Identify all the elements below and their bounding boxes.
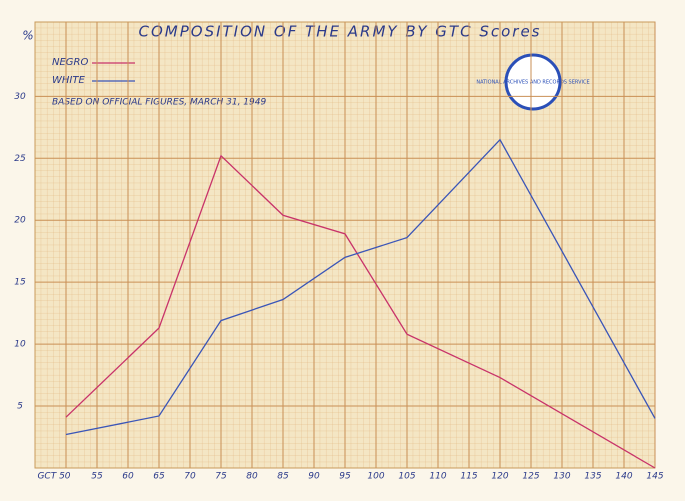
x-tick-label: 55: [91, 472, 103, 482]
data-line: [65, 154, 656, 469]
x-tick-label: 70: [184, 472, 196, 482]
x-tick-label: 120: [491, 472, 508, 482]
x-tick-label: 95: [339, 472, 351, 482]
x-tick-label: 145: [646, 472, 663, 482]
x-tick-label: 125: [522, 472, 539, 482]
stamp-ring: [504, 53, 562, 111]
stamp: NATIONAL ARCHIVES AND RECORDS SERVICE: [476, 53, 590, 111]
y-tick-label: 30: [14, 92, 26, 102]
legend-label: WHITE: [52, 75, 85, 86]
y-tick-label: 20: [14, 216, 26, 226]
y-tick-label: 15: [14, 278, 26, 288]
x-tick-label: 105: [398, 472, 415, 482]
stamp-text: NATIONAL ARCHIVES AND RECORDS SERVICE: [476, 80, 589, 86]
x-tick-label: 90: [308, 472, 320, 482]
x-tick-label: 130: [553, 472, 570, 482]
legend-label: NEGRO: [52, 57, 88, 68]
x-tick-label: GCT 50: [37, 472, 70, 482]
chart-title: COMPOSITION OF THE ARMY BY GTC Scores: [139, 23, 542, 41]
x-tick-label: 65: [153, 472, 165, 482]
x-tick-label: 75: [215, 472, 227, 482]
y-axis-label: %: [22, 29, 33, 43]
x-tick-label: 110: [429, 472, 446, 482]
y-tick-label: 25: [14, 154, 26, 164]
y-tick-label: 5: [17, 402, 23, 412]
y-tick-label: 10: [14, 340, 26, 350]
x-tick-label: 115: [460, 472, 477, 482]
data-line: [65, 138, 656, 436]
x-tick-label: 85: [277, 472, 289, 482]
x-tick-label: 135: [584, 472, 601, 482]
x-tick-label: 100: [367, 472, 384, 482]
x-tick-label: 60: [122, 472, 134, 482]
x-tick-label: 140: [615, 472, 632, 482]
x-tick-label: 80: [246, 472, 258, 482]
